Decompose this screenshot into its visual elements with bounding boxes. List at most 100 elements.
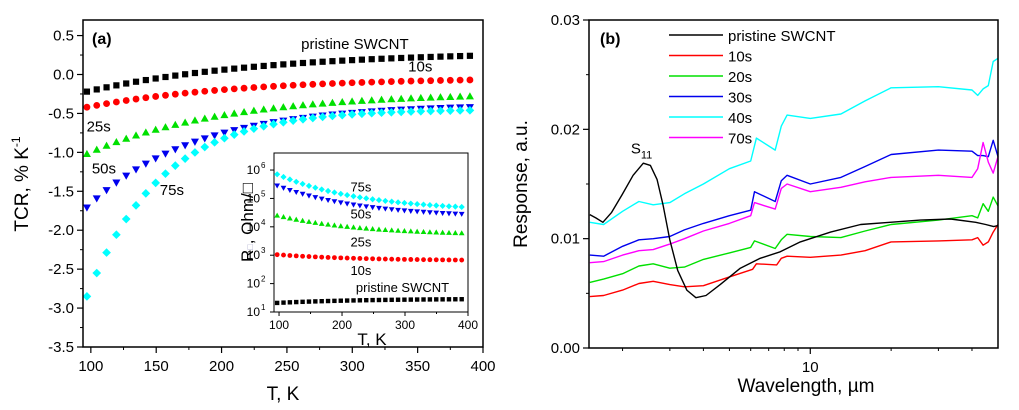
data-point (328, 111, 337, 121)
data-point (308, 100, 317, 108)
inset-data-point (446, 257, 452, 263)
data-point (142, 94, 150, 102)
inset-data-point (312, 195, 319, 201)
data-point (211, 87, 219, 94)
inset-annotation: 50s (350, 206, 371, 221)
data-point (182, 71, 189, 78)
inset-series-75s (274, 171, 465, 211)
b-ytick-label: 0.01 (551, 231, 580, 248)
data-point (103, 84, 110, 91)
data-point (426, 106, 435, 116)
inset-series-pristine-swcnt (274, 297, 464, 306)
a-ytick-label: 0.5 (53, 28, 74, 45)
data-point (92, 195, 101, 203)
inset-data-point (325, 298, 331, 304)
inset-data-point (319, 299, 324, 304)
inset-data-point (313, 299, 318, 304)
data-point (298, 101, 308, 109)
panel-a-label: (a) (92, 31, 112, 48)
data-point (220, 110, 229, 119)
inset-data-point (382, 226, 389, 233)
inset-data-point (376, 297, 382, 303)
data-point (230, 109, 239, 117)
line-40s (589, 57, 999, 226)
data-point (200, 142, 210, 152)
panel-b-ylabel: Response, a.u. (511, 120, 532, 248)
inset-ytick-label: 10 (247, 305, 261, 319)
data-point (231, 65, 238, 72)
data-point (259, 121, 269, 131)
data-point (367, 108, 377, 118)
data-point (200, 114, 209, 122)
inset-ytick-label: 10 (247, 163, 261, 177)
panel-a-annotations: pristine SWCNT 10s 25s 50s 75s (87, 36, 433, 199)
data-point (358, 79, 366, 86)
inset-data-point (375, 197, 383, 204)
data-point (406, 94, 416, 102)
legend-item: 70s (669, 131, 752, 148)
data-point (112, 179, 121, 187)
data-point (190, 116, 199, 124)
inset-data-point (459, 297, 464, 302)
inset-data-point (337, 223, 344, 229)
data-point (416, 106, 426, 116)
inset-data-point (332, 298, 337, 304)
data-point (357, 96, 366, 104)
inset-data-point (376, 256, 382, 262)
inset-xtick-label: 100 (269, 318, 289, 332)
a-xtick-label: 200 (209, 358, 234, 375)
data-point (348, 79, 356, 87)
panel-a-frame (82, 19, 484, 348)
inset-data-point (338, 255, 344, 261)
data-point (249, 124, 259, 134)
inset-data-point (369, 205, 376, 211)
inset-data-point (446, 229, 452, 235)
inset-data-point (414, 201, 421, 208)
inset-data-point (401, 199, 408, 207)
inset-ytick-exp: 2 (261, 275, 266, 284)
data-point (170, 161, 180, 170)
line-10s (589, 224, 999, 298)
data-point (249, 106, 258, 114)
data-point (260, 83, 268, 91)
series-75s (82, 105, 475, 301)
inset-data-point (357, 225, 363, 231)
panel-b-x-ticks: 10 (622, 348, 973, 376)
inset-data-point (459, 257, 465, 263)
inset-data-point (293, 253, 299, 259)
inset-ylabel-sub: □ (245, 244, 255, 250)
inset-data-point (427, 210, 433, 216)
a-ytick-label: -2.5 (48, 261, 74, 278)
inset-data-point (331, 222, 338, 228)
inset-data-point (446, 211, 452, 217)
inset-data-point (433, 229, 440, 235)
inset-data-point (344, 298, 350, 303)
data-point (417, 54, 424, 61)
data-point (368, 56, 375, 63)
data-point (131, 201, 141, 210)
data-point (289, 102, 298, 110)
inset-ylabel-suffix: , Ohm/□ (238, 183, 257, 244)
inset-data-point (383, 297, 388, 303)
data-point (387, 107, 396, 117)
inset-data-point (452, 257, 458, 263)
panel-b-y-ticks: 0.00 0.01 0.02 0.03 (551, 12, 589, 357)
inset-data-point (421, 297, 426, 302)
data-point (152, 93, 160, 100)
inset-data-point (344, 191, 351, 199)
inset-series-25s (274, 212, 465, 236)
inset-data-point (337, 190, 344, 197)
inset-ytick-label: 10 (247, 248, 261, 262)
inset-annotation: 25s (350, 235, 371, 250)
inset-data-point (395, 227, 401, 233)
panel-b-frame (588, 19, 999, 349)
inset-data-point (401, 208, 408, 214)
inset-data-point (325, 221, 331, 227)
data-point (259, 105, 268, 113)
data-point (466, 52, 474, 59)
inset-data-point (426, 201, 433, 209)
data-point (92, 268, 102, 278)
inset-data-point (325, 197, 331, 204)
data-point (112, 137, 121, 146)
inset-data-point (274, 171, 281, 178)
